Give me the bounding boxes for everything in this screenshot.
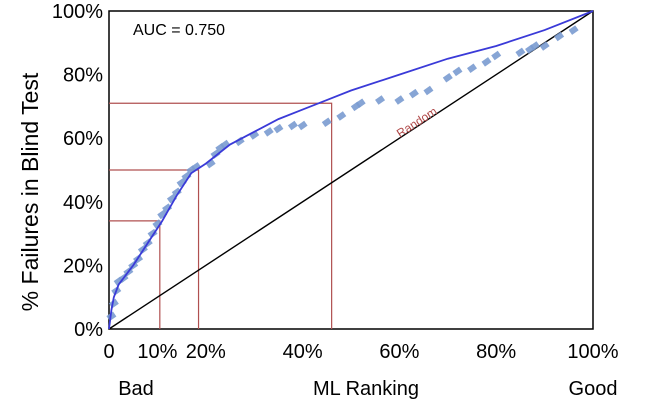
scatter-point [375,95,386,105]
scatter-point [568,25,579,35]
scatter-point [442,73,453,83]
scatter-point [529,41,540,51]
reference-line-2 [109,102,333,329]
scatter-point [452,66,463,77]
scatter-point [205,158,216,169]
auc-annotation: AUC = 0.750 [133,22,225,39]
scatter-point [162,203,173,213]
reference-line-1 [109,169,200,329]
y-tick-label: 60% [63,128,103,150]
random-line-label: Random [394,104,440,140]
scatter-point [481,57,492,67]
scatter-point [321,117,332,128]
y-tick-labels: 0% 20% 40% 60% 80% 100% [52,1,103,341]
x-tick-labels: 0 10% 20% 40% 60% 80% 100% [103,341,618,363]
y-axis-label: % Failures in Blind Test [17,72,43,311]
x-end-label-bad: Bad [118,378,154,400]
x-tick-label: 20% [186,341,226,363]
scatter-point [249,130,260,140]
series-layer [106,10,594,330]
x-tick-label: 80% [476,341,516,363]
y-tick-label: 40% [63,192,103,214]
scatter-point [157,209,168,220]
y-tick-label: 20% [63,255,103,277]
x-tick-label: 10% [137,341,177,363]
reference-lines [109,102,333,329]
y-tick-label: 0% [74,319,103,341]
y-tick-label: 100% [52,1,103,23]
scatter-point [166,193,177,204]
x-tick-label: 40% [283,341,323,363]
scatter-point [210,149,221,159]
scatter-point [394,95,405,105]
scatter-point [554,31,565,42]
scatter-point [273,123,284,134]
scatter-point [491,50,502,61]
scatter-point [220,139,231,150]
scatter-point [176,177,187,188]
random-diagonal-line [108,10,594,330]
scatter-point [355,98,366,108]
scatter-point [467,63,477,73]
roc-curve-line [108,10,594,330]
scatter-point [423,85,434,96]
x-tick-label: 0 [103,341,114,363]
scatter-point [263,127,274,137]
x-tick-label: 100% [567,341,618,363]
scatter-point [181,171,192,182]
x-end-label-good: Good [569,378,618,400]
scatter-point [408,88,419,99]
x-axis-label: ML Ranking [313,378,419,400]
y-tick-label: 80% [63,65,103,87]
scatter-point [336,111,347,121]
scatter-point [287,120,298,131]
scatter-point [515,47,526,58]
scatter-point [152,219,163,229]
scatter-point [171,187,182,198]
x-tick-label: 60% [379,341,419,363]
scatter-point [539,41,550,51]
scatter-point [297,120,308,131]
scatter-point [191,162,202,172]
